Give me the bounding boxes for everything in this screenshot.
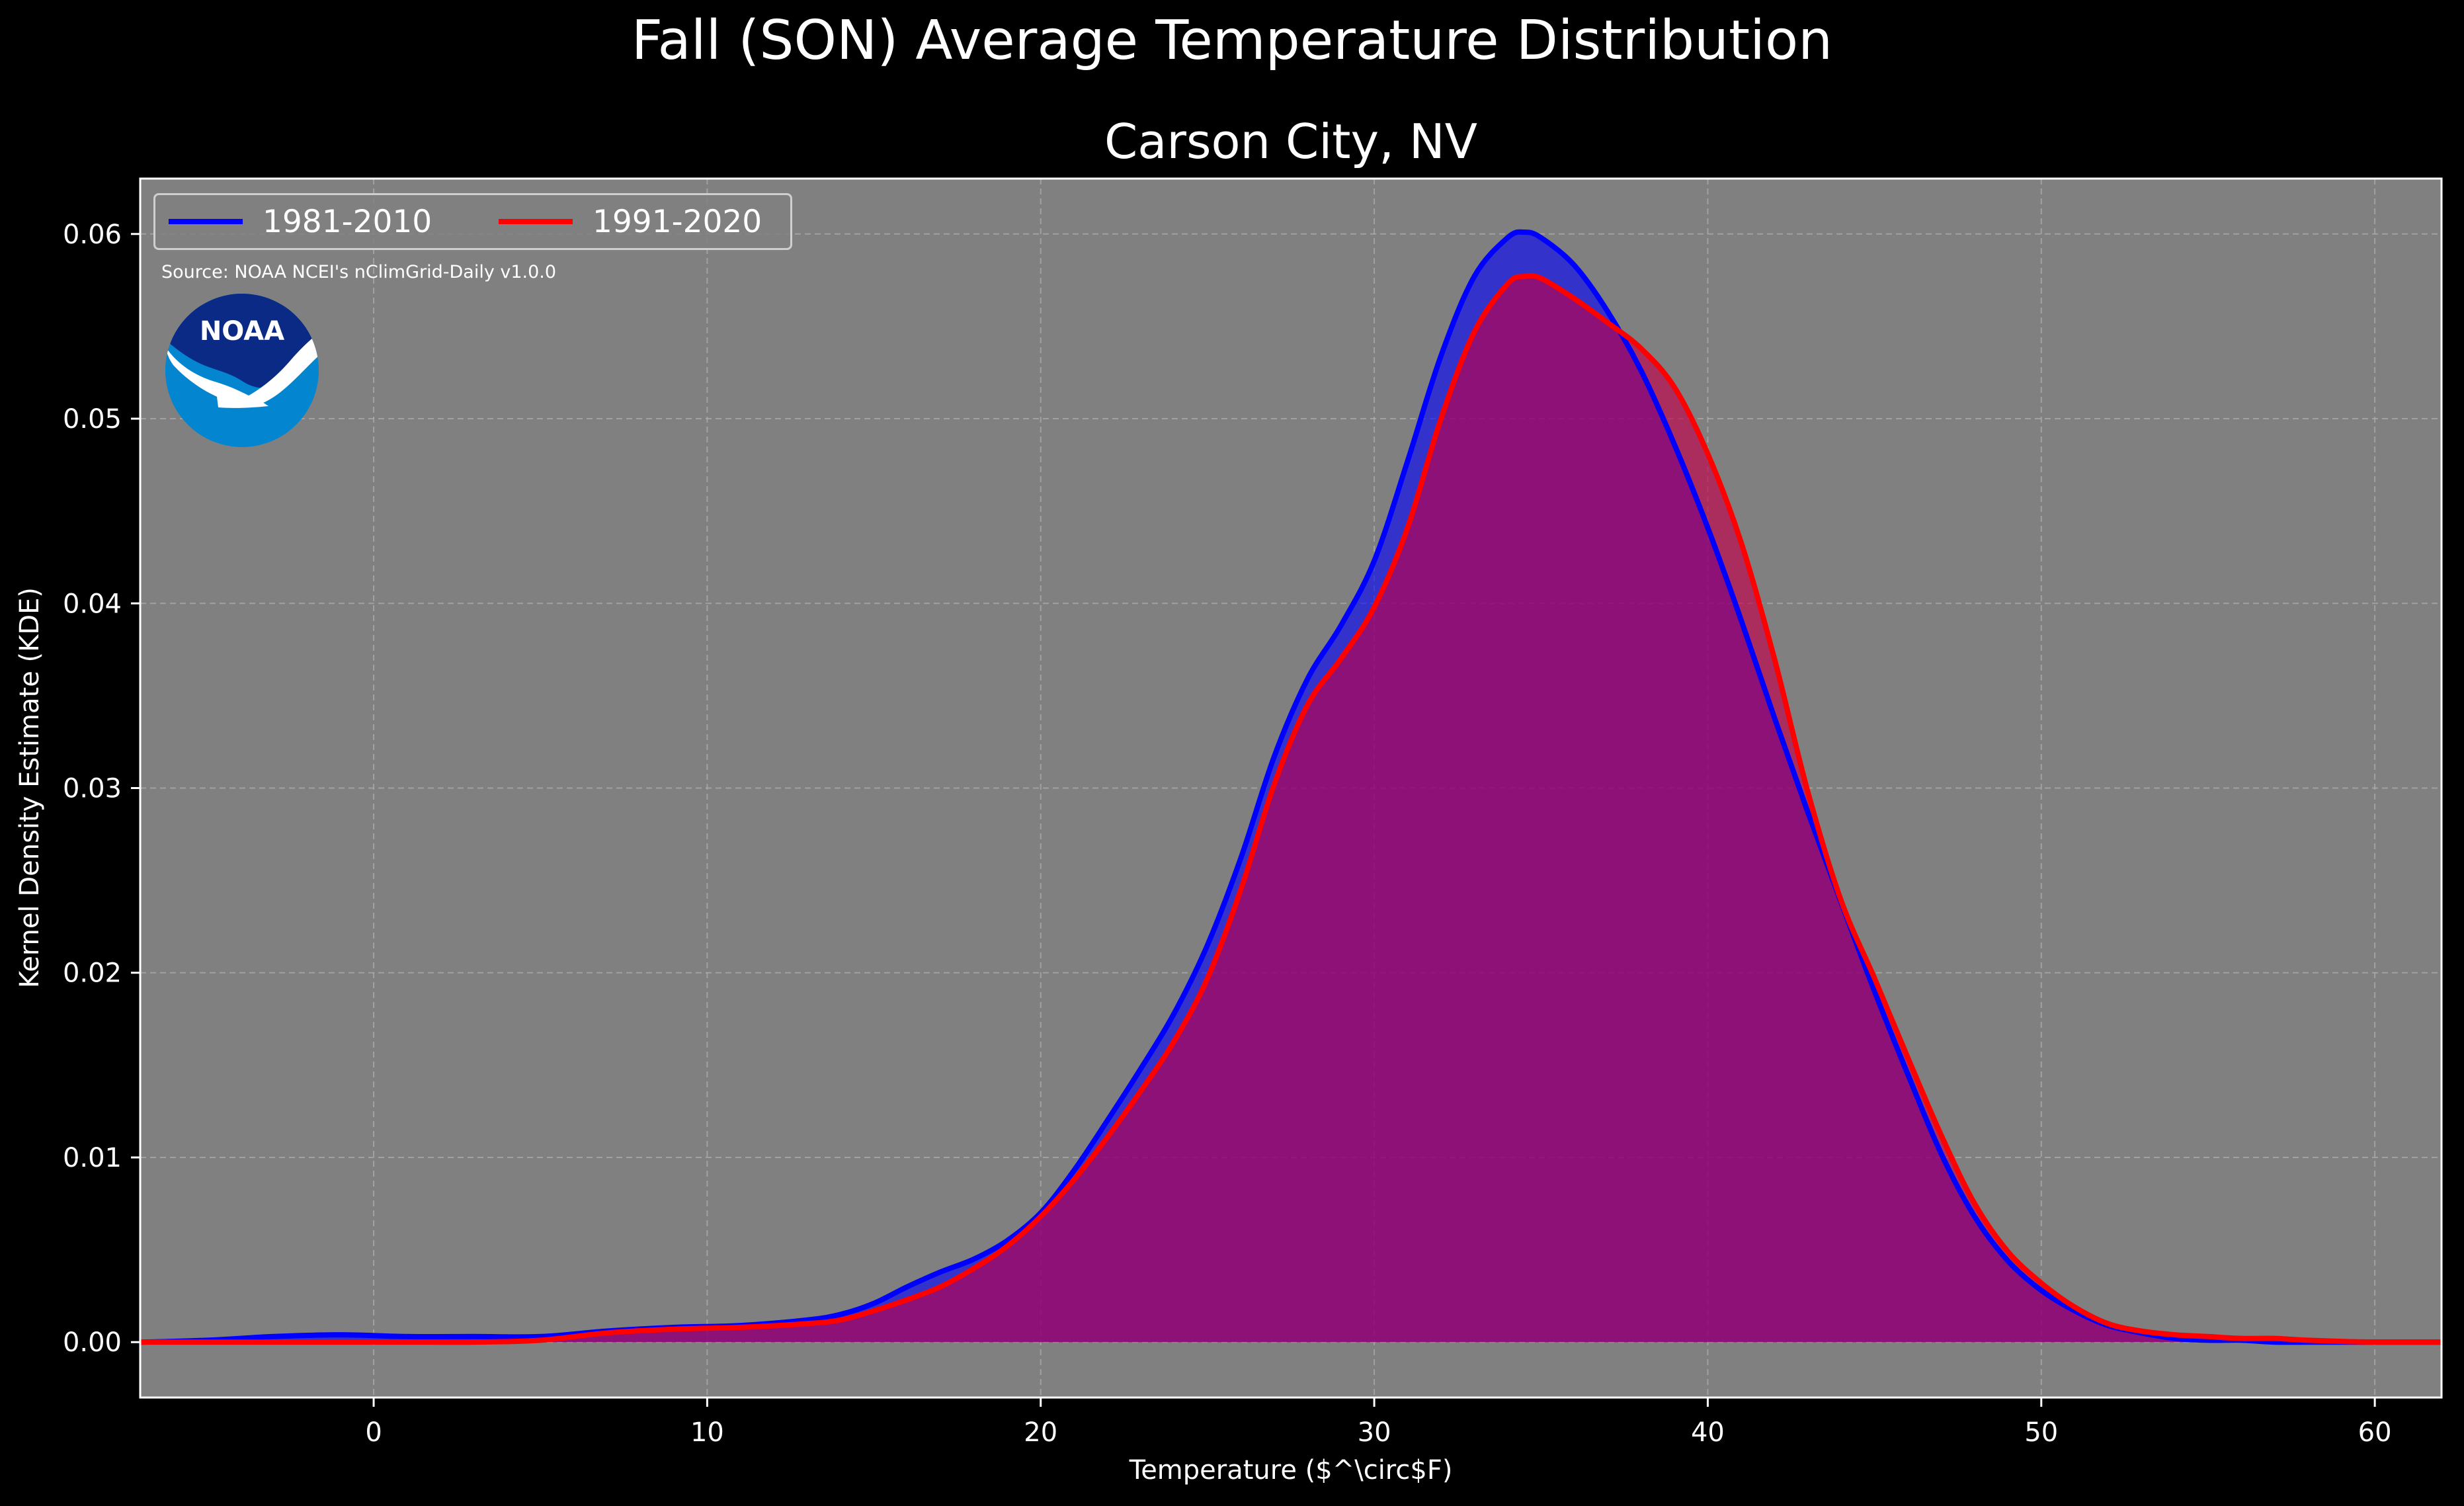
y-axis-ticks: 0.00 0.01 0.02 0.03 0.04 0.05 0.06 — [63, 220, 140, 1358]
legend: 1981-2010 1991-2020 — [153, 193, 792, 250]
x-tick-label: 40 — [1691, 1417, 1725, 1448]
legend-item-1991-2020: 1991-2020 — [499, 195, 762, 248]
legend-swatch-1991-2020 — [499, 219, 573, 224]
density-lines — [140, 229, 2442, 1345]
density-areas — [140, 231, 2442, 1343]
source-note: Source: NOAA NCEI's nClimGrid-Daily v1.0… — [161, 262, 557, 282]
y-tick-label: 0.00 — [63, 1327, 122, 1358]
area-1991-2020 — [140, 275, 2442, 1343]
legend-label-1981-2010: 1981-2010 — [263, 203, 432, 240]
y-tick-label: 0.01 — [63, 1143, 122, 1173]
line-1991-2020 — [140, 272, 2442, 1345]
x-tick-label: 0 — [365, 1417, 382, 1448]
noaa-logo-icon: NOAA — [165, 294, 319, 447]
noaa-logo-text: NOAA — [200, 316, 284, 347]
y-tick-label: 0.05 — [63, 404, 122, 435]
figure-title: Fall (SON) Average Temperature Distribut… — [631, 9, 1833, 72]
x-tick-label: 10 — [690, 1417, 724, 1448]
x-tick-label: 60 — [2358, 1417, 2392, 1448]
gridlines — [140, 179, 2442, 1398]
x-axis-label: Temperature ($^\circ$F) — [1129, 1455, 1453, 1485]
x-tick-label: 50 — [2024, 1417, 2058, 1448]
x-tick-label: 30 — [1358, 1417, 1391, 1448]
legend-item-1981-2010: 1981-2010 — [169, 195, 432, 248]
y-tick-label: 0.06 — [63, 220, 122, 250]
legend-label-1991-2020: 1991-2020 — [593, 203, 762, 240]
chart-title: Carson City, NV — [1104, 114, 1478, 169]
y-axis-label: Kernel Density Estimate (KDE) — [15, 587, 45, 988]
x-axis-ticks: 0 10 20 30 40 50 60 — [365, 1398, 2392, 1448]
y-tick-label: 0.02 — [63, 958, 122, 989]
legend-swatch-1981-2010 — [169, 219, 243, 224]
y-tick-label: 0.04 — [63, 589, 122, 619]
x-tick-label: 20 — [1024, 1417, 1057, 1448]
y-tick-label: 0.03 — [63, 774, 122, 804]
